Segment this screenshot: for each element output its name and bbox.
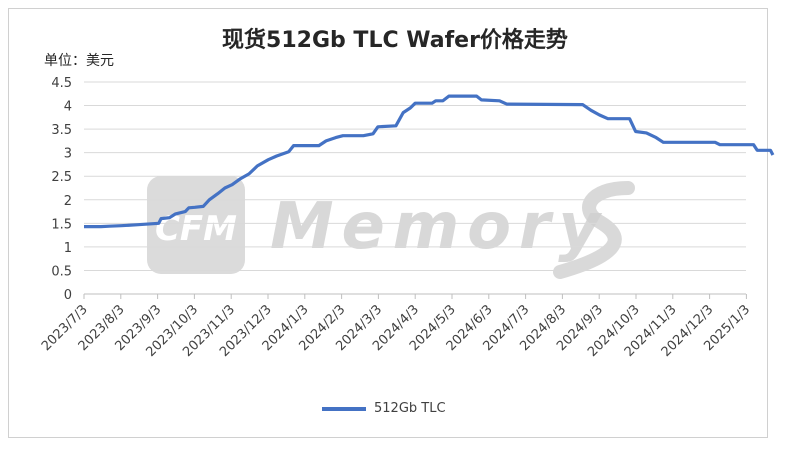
y-tick-label: 0.5	[51, 264, 72, 279]
unit-label: 单位：美元	[44, 53, 114, 69]
y-axis: 0 0.5 1 1.5 2 2.5 3 3.5 4 4.5	[51, 76, 72, 303]
y-tick-label: 3	[64, 147, 72, 162]
watermark-s-swoosh	[553, 181, 635, 279]
watermark: CFM Memory	[147, 176, 635, 279]
series-layer	[84, 94, 775, 229]
y-tick-label: 4	[64, 100, 72, 115]
y-tick-label: 2	[64, 194, 72, 209]
legend: 512Gb TLC	[322, 401, 446, 416]
y-tick-label: 0	[64, 288, 72, 303]
y-tick-label: 1	[64, 241, 72, 256]
y-tick-label: 3.5	[51, 123, 72, 138]
watermark-wordmark: Memory	[270, 190, 602, 264]
watermark-logo-box	[147, 176, 245, 274]
legend-swatch	[322, 406, 366, 411]
y-tick-label: 1.5	[51, 217, 72, 232]
y-tick-label: 4.5	[51, 76, 72, 91]
series-line	[84, 94, 775, 229]
chart-title: 现货512Gb TLC Wafer价格走势	[222, 28, 568, 53]
y-tick-label: 2.5	[51, 170, 72, 185]
x-axis: 2023/7/32023/8/32023/9/32023/10/32023/11…	[39, 294, 753, 360]
watermark-logo-text: CFM	[155, 209, 237, 249]
legend-label: 512Gb TLC	[374, 401, 446, 416]
